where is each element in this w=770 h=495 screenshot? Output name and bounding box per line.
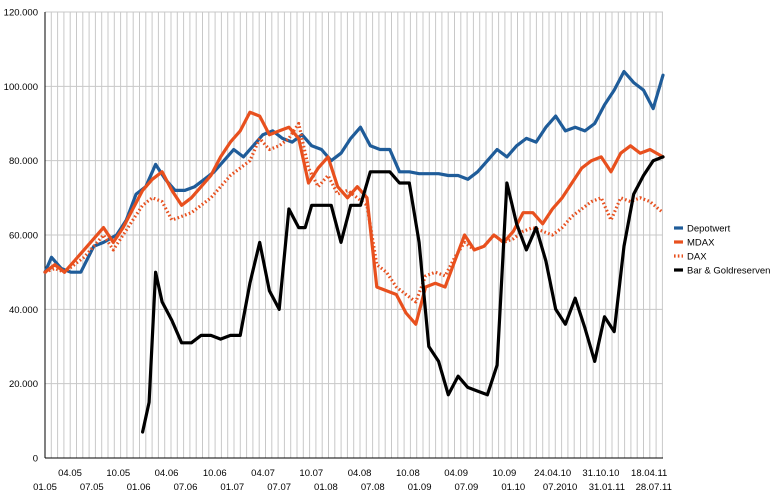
x-tick-label: 04.06 <box>155 468 179 479</box>
x-tick-label: 18.04.11 <box>631 468 667 479</box>
x-tick-label: 04.05 <box>58 468 82 479</box>
legend-label: Bar & Goldreserven <box>687 266 770 277</box>
legend-label: DAX <box>687 252 707 263</box>
y-tick-label: 60.000 <box>9 231 38 242</box>
x-tick-label: 28.07.11 <box>636 482 672 493</box>
y-tick-label: 0 <box>33 454 38 465</box>
legend: Depotwert MDAX DAX Bar & Goldreserven <box>674 224 770 277</box>
x-tick-label: 04.09 <box>444 468 468 479</box>
x-tick-label: 10.05 <box>106 468 130 479</box>
x-tick-label: 01.07 <box>220 482 244 493</box>
x-tick-label: 10.06 <box>203 468 227 479</box>
x-tick-label: 01.08 <box>314 482 338 493</box>
x-tick-label: 31.01.11 <box>589 482 625 493</box>
x-tick-label: 07.06 <box>174 482 198 493</box>
x-tick-label: 01.06 <box>127 482 151 493</box>
legend-label: Depotwert <box>687 224 731 235</box>
series-line-mdax <box>43 110 665 326</box>
x-tick-label: 01.09 <box>408 482 432 493</box>
y-tick-label: 100.000 <box>4 82 38 93</box>
series-lines <box>43 69 665 434</box>
y-tick-label: 40.000 <box>9 305 38 316</box>
y-tick-label: 120.000 <box>4 8 38 19</box>
x-tick-label: 07.05 <box>80 482 104 493</box>
x-tick-label: 10.07 <box>299 468 323 479</box>
legend-label: MDAX <box>687 238 715 249</box>
x-tick-label: 07.09 <box>455 482 479 493</box>
x-tick-label: 31.10.10 <box>582 468 619 479</box>
x-tick-label: 07.08 <box>361 482 385 493</box>
series-line-dax <box>44 121 665 304</box>
x-tick-label: 10.08 <box>396 468 420 479</box>
x-axis: 04.05 10.05 04.06 10.06 04.07 10.07 04.08 10.08… <box>33 468 672 493</box>
x-tick-label: 01.05 <box>33 482 57 493</box>
y-axis: 0 20.000 40.000 60.000 80.000 100.000 120.000 <box>4 8 663 465</box>
x-tick-label: 07.07 <box>267 482 291 493</box>
x-tick-label: 10.09 <box>492 468 516 479</box>
y-tick-label: 20.000 <box>9 379 38 390</box>
x-tick-label: 01.10 <box>501 482 525 493</box>
series-line-depotwert <box>43 69 665 274</box>
series-line-bar-goldreserven <box>141 155 665 434</box>
x-tick-label: 24.04.10 <box>534 468 571 479</box>
y-tick-label: 80.000 <box>9 156 38 167</box>
x-tick-label: 04.08 <box>348 468 372 479</box>
x-tick-label: 07.2010 <box>543 482 577 493</box>
x-tick-label: 04.07 <box>251 468 275 479</box>
